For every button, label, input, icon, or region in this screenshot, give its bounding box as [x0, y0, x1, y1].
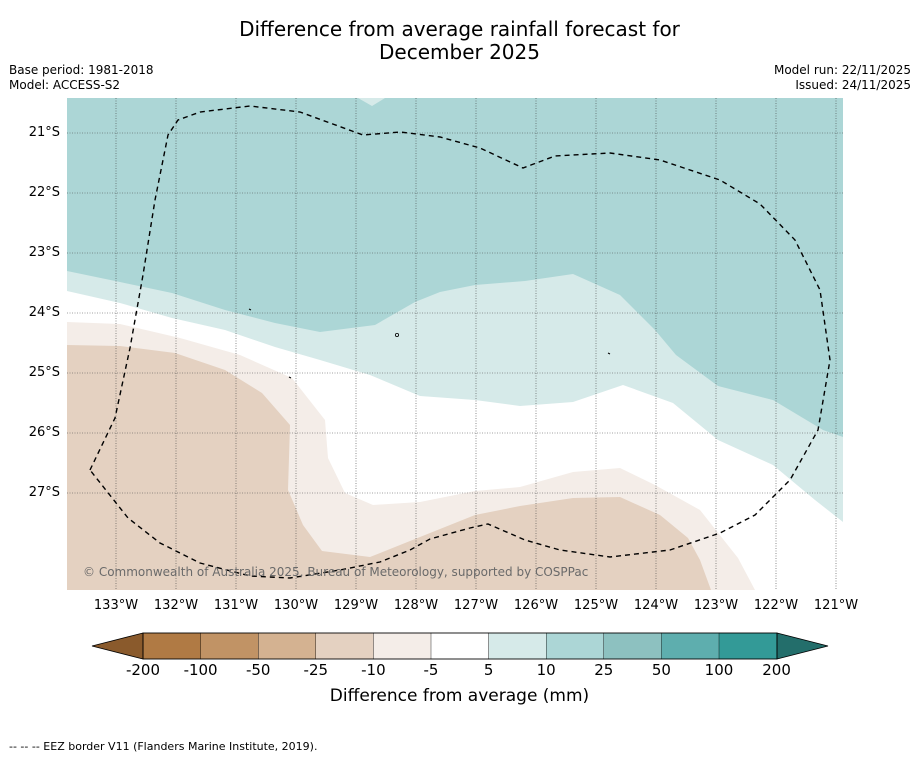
lon-label: 130°W	[273, 598, 319, 613]
colorbar-tick: 50	[651, 661, 671, 679]
colorbar	[91, 632, 829, 660]
copyright-credit: © Commonwealth of Australia 2025, Bureau…	[83, 565, 589, 579]
lon-label: 123°W	[693, 598, 739, 613]
title-line-2: December 2025	[379, 40, 540, 64]
colorbar-cell	[430, 632, 490, 660]
gridlines	[67, 98, 843, 590]
colorbar-tick: -100	[183, 661, 218, 679]
lon-label: 124°W	[633, 598, 679, 613]
colorbar-right-extension	[776, 632, 829, 660]
chart-title: Difference from average rainfall forecas…	[0, 18, 919, 64]
colorbar-cell	[718, 632, 778, 660]
base-period: Base period: 1981-2018	[9, 63, 154, 77]
colorbar-cell	[315, 632, 374, 660]
lat-label: 23°S	[28, 245, 60, 260]
lon-label: 122°W	[753, 598, 799, 613]
lon-label: 128°W	[393, 598, 439, 613]
colorbar-cell	[661, 632, 720, 660]
colorbar-tick: 10	[536, 661, 556, 679]
lat-label: 24°S	[28, 305, 60, 320]
colorbar-tick: 25	[594, 661, 614, 679]
colorbar-tick: -5	[423, 661, 439, 679]
meta-left: Base period: 1981-2018 Model: ACCESS-S2	[9, 63, 154, 93]
eez-border	[89, 105, 831, 579]
title-line-1: Difference from average rainfall forecas…	[239, 17, 680, 41]
model-run: Model run: 22/11/2025	[773, 63, 911, 77]
dot-marker	[607, 352, 611, 355]
colorbar-cell	[200, 632, 259, 660]
dot-marker	[288, 376, 292, 379]
colorbar-cell	[488, 632, 547, 660]
colorbar-tick: -200	[125, 661, 161, 679]
colorbar-tick: 200	[762, 661, 791, 679]
colorbar-cell	[373, 632, 432, 660]
lat-label: 22°S	[28, 185, 60, 200]
model-name: Model: ACCESS-S2	[9, 78, 121, 92]
lon-label: 132°W	[153, 598, 199, 613]
colorbar-cell	[603, 632, 662, 660]
colorbar-cell	[142, 632, 202, 660]
lat-label: 21°S	[28, 125, 60, 140]
eez-footnote: -- -- -- EEZ border V11 (Flanders Marine…	[9, 740, 318, 753]
meta-right: Model run: 22/11/2025 Issued: 24/11/2025	[774, 63, 911, 93]
lat-label: 25°S	[28, 365, 60, 380]
colorbar-tick: 5	[483, 661, 494, 679]
lon-label: 125°W	[573, 598, 619, 613]
lon-label: 121°W	[813, 598, 859, 613]
colorbar-title: Difference from average (mm)	[329, 686, 590, 706]
lat-label: 26°S	[28, 425, 60, 440]
lat-label: 27°S	[28, 485, 60, 500]
colorbar-left-extension	[91, 632, 144, 660]
colorbar-tick: -10	[361, 661, 386, 679]
lon-label: 126°W	[513, 598, 559, 613]
zone-wet-10-25	[67, 98, 843, 437]
colorbar-tick: -50	[245, 661, 271, 679]
colorbar-tick: -25	[303, 661, 329, 679]
colorbar-cell	[546, 632, 605, 660]
zone-dry-25-10	[67, 345, 711, 590]
dot-marker	[394, 332, 399, 337]
lon-label: 129°W	[333, 598, 379, 613]
issued-date: Issued: 24/11/2025	[795, 78, 911, 92]
dot-marker	[248, 308, 252, 311]
colorbar-cell	[258, 632, 317, 660]
colorbar-outline	[142, 632, 778, 660]
lon-label: 133°W	[93, 598, 139, 613]
lon-label: 131°W	[213, 598, 259, 613]
colorbar-tick: 100	[704, 661, 734, 679]
lon-label: 127°W	[453, 598, 499, 613]
